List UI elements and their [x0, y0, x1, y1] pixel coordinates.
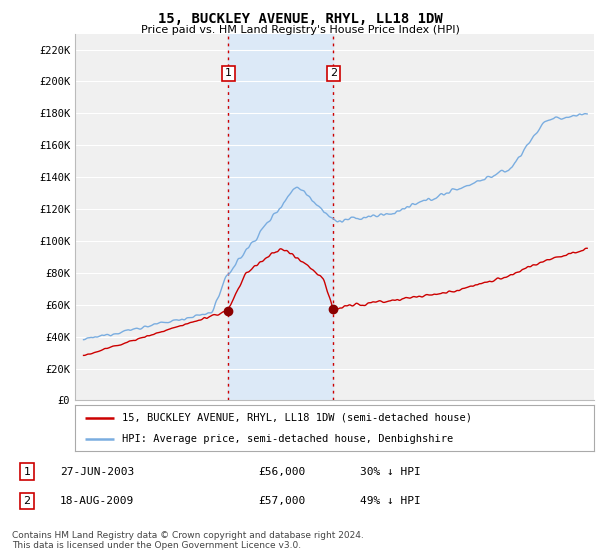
Text: 1: 1 [23, 466, 31, 477]
Text: 15, BUCKLEY AVENUE, RHYL, LL18 1DW: 15, BUCKLEY AVENUE, RHYL, LL18 1DW [158, 12, 442, 26]
Text: 2: 2 [330, 68, 337, 78]
Text: 27-JUN-2003: 27-JUN-2003 [60, 466, 134, 477]
Text: HPI: Average price, semi-detached house, Denbighshire: HPI: Average price, semi-detached house,… [122, 435, 453, 444]
Text: 15, BUCKLEY AVENUE, RHYL, LL18 1DW (semi-detached house): 15, BUCKLEY AVENUE, RHYL, LL18 1DW (semi… [122, 413, 472, 423]
Text: £57,000: £57,000 [258, 496, 305, 506]
Text: Price paid vs. HM Land Registry's House Price Index (HPI): Price paid vs. HM Land Registry's House … [140, 25, 460, 35]
Text: Contains HM Land Registry data © Crown copyright and database right 2024.
This d: Contains HM Land Registry data © Crown c… [12, 531, 364, 550]
Text: £56,000: £56,000 [258, 466, 305, 477]
Text: 18-AUG-2009: 18-AUG-2009 [60, 496, 134, 506]
Text: 1: 1 [225, 68, 232, 78]
Text: 49% ↓ HPI: 49% ↓ HPI [360, 496, 421, 506]
Bar [229, 34, 334, 400]
Text: 2: 2 [23, 496, 31, 506]
Text: 30% ↓ HPI: 30% ↓ HPI [360, 466, 421, 477]
